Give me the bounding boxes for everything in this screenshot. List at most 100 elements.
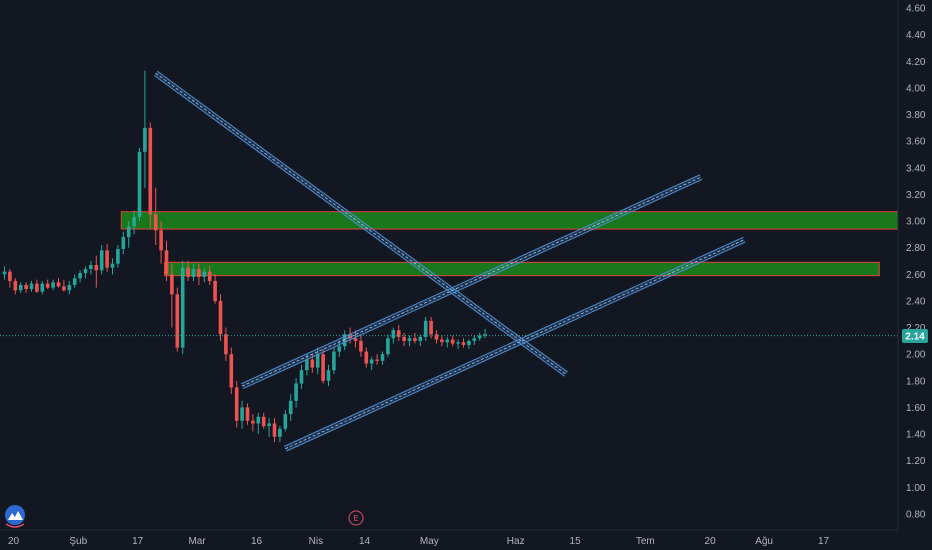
price-axis-label: 3.80 [906,110,926,121]
candle-body [186,267,190,277]
candle [175,287,180,352]
channel-edge-lower [284,236,744,447]
candle-body [191,268,196,277]
candle [2,266,7,280]
logo-mark[interactable] [5,505,25,528]
candle [218,294,223,341]
candle [213,274,217,304]
candle [407,335,412,347]
channel-center [241,176,702,387]
price-axis-label: 2.60 [906,270,926,281]
price-axis-label: 4.00 [906,83,926,94]
candle-body [56,282,61,287]
candle [197,263,201,285]
channel-center [285,239,745,450]
candle-body [207,271,212,281]
candle-body [332,351,336,371]
candle [251,414,255,432]
price-axis-label: 3.40 [906,163,926,174]
trend-channel-1[interactable] [153,70,568,377]
candle-body [467,340,471,345]
price-axis-label: 4.20 [906,57,926,68]
last-price-badge-bg [902,329,928,343]
candle [305,354,309,376]
candle-body [229,354,234,388]
candle-body [396,330,401,337]
candle-body [288,400,293,415]
zone-1[interactable] [120,211,924,230]
candle [121,231,126,255]
candle-body [418,336,423,341]
candle-body [267,423,271,427]
candle-body [170,274,174,295]
candle [294,378,298,408]
candle-body [18,284,23,291]
candle-body [99,250,104,271]
candle-body [224,334,228,355]
price-axis-panel[interactable] [898,0,932,530]
earnings-event-marker[interactable]: E [348,510,364,526]
candle-body [359,340,363,352]
candle-body [234,387,239,421]
candle-body [159,230,163,251]
candle [299,364,304,389]
candlestick-series [2,70,487,443]
candle [234,380,239,428]
channel-edge-lower [156,70,568,373]
candle [461,338,466,348]
candle-body [391,330,396,339]
trend-channel-3[interactable] [284,236,746,452]
time-axis-label: Nis [309,536,323,547]
candle [56,278,61,288]
candle-body [423,320,428,337]
time-axis-label: Ağu [755,536,773,547]
candle [78,270,82,283]
candle [337,340,342,357]
candle-body [445,339,450,343]
candle-body [245,407,250,421]
candle [159,221,163,264]
candle [375,354,379,365]
candle [386,334,390,357]
trend-channels[interactable] [153,70,746,452]
candle-body [94,264,99,271]
candle [72,274,77,288]
channel-edge-upper [242,179,703,389]
candle [153,187,158,246]
price-axis-label: 1.40 [906,430,926,441]
candle-body [483,334,487,336]
candle-body [310,359,315,368]
candle [83,266,88,279]
zone-2[interactable] [164,261,880,277]
candle [67,280,72,295]
candle [477,332,482,341]
time-axis-label: 17 [818,536,830,547]
candle-body [8,271,12,281]
candle-body [261,416,266,427]
earnings-event-icon[interactable] [348,510,364,526]
candle [229,347,234,395]
candle-body [278,428,282,437]
price-axis-label: 2.20 [906,323,926,334]
time-axis-panel[interactable] [0,530,932,550]
trend-channel-2[interactable] [240,174,703,389]
time-axis-label: Haz [507,536,525,547]
channel-edge-upper [286,241,746,452]
time-axis-label: 16 [251,536,263,547]
candle [445,336,450,348]
candle [288,394,293,421]
candle-body [110,263,115,268]
logo-icon-circle[interactable] [5,505,25,525]
candle-body [175,294,180,348]
candle [18,282,23,293]
candle-body [472,338,477,341]
candle [170,263,174,328]
candle-body [13,280,18,291]
time-axis: 20 Şub 17 Mar 16 Nis 14 May Haz 15 Tem 20 Ağu 17 [8,536,830,547]
candle-body [299,370,304,384]
price-axis-label: 0.80 [906,510,926,521]
candle [380,351,385,365]
time-axis-label: 20 [8,536,20,547]
candle-body [450,339,455,344]
